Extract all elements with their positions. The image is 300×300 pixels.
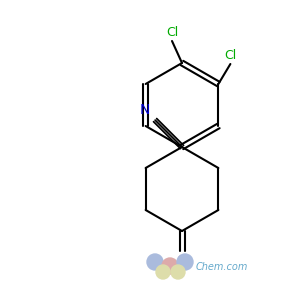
Circle shape <box>156 265 170 279</box>
Text: Chem.com: Chem.com <box>196 262 248 272</box>
Circle shape <box>147 254 163 270</box>
Text: Cl: Cl <box>166 26 178 39</box>
Text: O: O <box>177 254 188 268</box>
Circle shape <box>177 254 193 270</box>
Circle shape <box>171 265 185 279</box>
Text: Cl: Cl <box>224 49 236 62</box>
Text: N: N <box>140 103 150 117</box>
Circle shape <box>162 258 178 274</box>
